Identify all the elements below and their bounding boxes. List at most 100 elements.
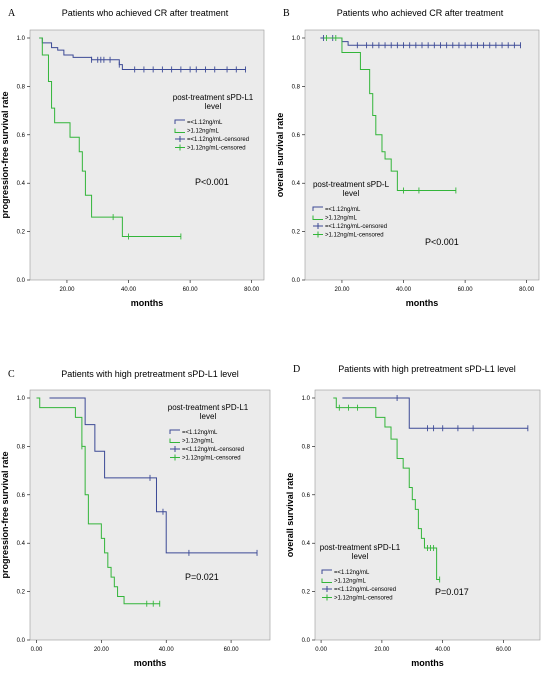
x-axis-label: months [406,298,439,308]
x-tick-label: 20.00 [59,287,75,293]
y-tick-label: 1.0 [17,36,26,42]
survival-curve-high [323,37,456,191]
panel-letter: A [8,8,16,19]
legend-title: level [352,552,369,561]
y-tick-label: 0.6 [17,493,26,499]
legend-swatch [174,119,185,124]
legend-label: =<1.12ng/mL-censored [187,137,249,143]
y-tick-label: 0.8 [17,84,26,90]
legend-swatch [321,569,332,574]
x-axis-label: months [411,658,444,668]
plot-area [314,389,541,641]
y-tick-label: 1.0 [302,396,311,402]
legend-label: >1.12ng/mL-censored [325,233,384,239]
y-tick-label: 0.4 [17,181,26,187]
legend-swatch [312,215,323,220]
legend-label: >1.12ng/mL-censored [334,596,393,602]
panel-d: Patients with high pretreatment sPD-L1 l… [285,364,541,668]
y-tick-label: 0.4 [17,541,26,547]
panel-b: Patients who achieved CR after treatment… [275,8,540,308]
survival-curve-high [36,397,160,605]
plot-area [29,29,265,281]
chart-title: Patients with high pretreatment sPD-L1 l… [61,369,239,379]
y-tick-label: 0.8 [292,84,301,90]
p-value: P<0.001 [195,177,229,187]
x-tick-label: 60.00 [496,647,512,653]
panel-letter: D [293,364,300,375]
legend-label: =<1.12ng/mL [334,570,370,576]
survival-curve-low [39,37,246,70]
legend-swatch [312,206,323,211]
chart-title: Patients with high pretreatment sPD-L1 l… [338,364,516,374]
x-axis-label: months [134,658,167,668]
y-tick-label: 0.2 [17,590,26,596]
x-axis-label: months [131,298,164,308]
panel-letter: B [283,8,290,19]
panel-letter: C [8,369,15,380]
y-tick-label: 0.2 [302,590,311,596]
y-tick-label: 0.2 [17,230,26,236]
legend-label: =<1.12ng/mL [182,430,218,436]
legend-label: >1.12ng/mL-censored [182,456,241,462]
legend-label: =<1.12ng/mL [325,207,361,213]
survival-curve-high [39,37,181,237]
legend-title: post-treatment sPD-L [313,180,390,189]
legend-label: >1.12ng/mL-censored [187,146,246,152]
plot-area [304,29,540,281]
legend-label: >1.12ng/mL [325,216,358,222]
x-tick-label: 40.00 [121,287,137,293]
x-tick-label: 20.00 [374,647,390,653]
y-axis-label: progression-free survival rate [0,451,10,578]
y-tick-label: 0.0 [17,638,26,644]
y-axis-label: progression-free survival rate [0,91,10,218]
y-tick-label: 0.2 [292,230,301,236]
x-tick-label: 20.00 [334,287,350,293]
p-value: P=0.021 [185,572,219,582]
y-tick-label: 1.0 [292,36,301,42]
x-tick-label: 60.00 [183,287,199,293]
x-tick-label: 40.00 [435,647,451,653]
chart-title: Patients who achieved CR after treatment [62,8,229,18]
y-axis-label: overall survival rate [275,113,285,198]
panel-c: Patients with high pretreatment sPD-L1 l… [0,369,271,668]
y-tick-label: 0.6 [17,133,26,139]
x-tick-label: 0.00 [31,647,43,653]
y-axis-label: overall survival rate [285,473,295,558]
x-tick-label: 80.00 [519,287,535,293]
y-tick-label: 1.0 [17,396,26,402]
y-tick-label: 0.4 [292,181,301,187]
y-tick-label: 0.0 [17,278,26,284]
survival-curve-high [333,397,440,580]
x-tick-label: 40.00 [159,647,175,653]
legend-swatch [321,578,332,583]
legend-title: post-treatment sPD-L1 [168,403,249,412]
y-tick-label: 0.0 [292,278,301,284]
legend-title: level [343,189,360,198]
legend-title: post-treatment sPD-L1 [320,543,401,552]
y-tick-label: 0.4 [302,541,311,547]
panel-a: Patients who achieved CR after treatment… [0,8,265,308]
legend-label: >1.12ng/mL [182,439,215,445]
survival-curve-low [49,397,258,554]
y-tick-label: 0.0 [302,638,311,644]
legend-title: level [205,102,222,111]
plot-area [29,389,271,641]
legend-label: =<1.12ng/mL-censored [325,224,387,230]
y-tick-label: 0.8 [17,444,26,450]
legend-swatch [169,438,180,443]
chart-title: Patients who achieved CR after treatment [337,8,504,18]
x-tick-label: 60.00 [458,287,474,293]
p-value: P<0.001 [425,237,459,247]
x-tick-label: 60.00 [224,647,240,653]
survival-curve-low [342,397,528,429]
legend-label: >1.12ng/mL [334,579,367,585]
y-tick-label: 0.6 [292,133,301,139]
legend-label: =<1.12ng/mL [187,120,223,126]
y-tick-label: 0.6 [302,493,311,499]
legend-title: post-treatment sPD-L1 [173,93,254,102]
